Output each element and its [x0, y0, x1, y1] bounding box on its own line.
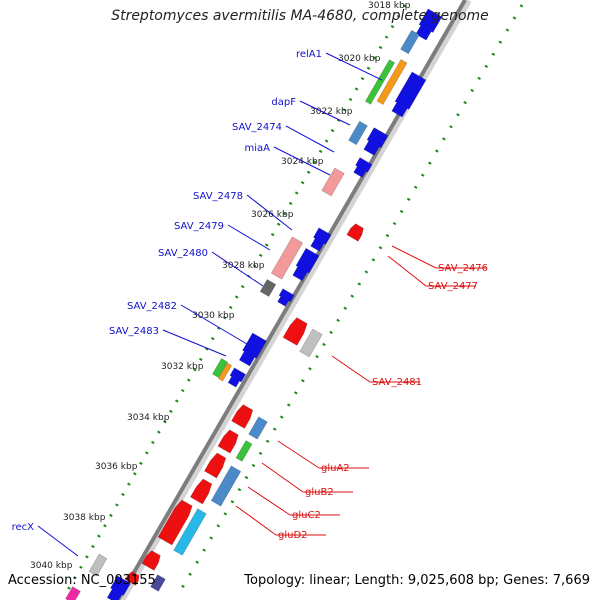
ruler-tick-label: 3024 kbp [281, 157, 324, 167]
gene-feature-indigo [150, 574, 166, 592]
label-leader-line [37, 525, 79, 557]
label-leader-line [277, 440, 320, 469]
label-leader-line [299, 100, 351, 126]
reverse-gene-arrow [217, 429, 239, 454]
ruler-tick-label: 3032 kbp [161, 362, 204, 372]
gene-label-reverse: SAV_2477 [428, 281, 478, 292]
label-leader-line [261, 462, 304, 493]
label-leader-line [331, 355, 371, 383]
label-leader-lines [37, 52, 486, 557]
reverse-gene-arrow [157, 499, 193, 546]
gene-feature-cyan [173, 508, 207, 556]
gene-label-forward: recX [12, 522, 35, 533]
ruler-tick-label: 3036 kbp [95, 462, 138, 472]
gene-feature-magenta [65, 586, 81, 600]
gene-features [65, 8, 443, 600]
gene-label-forward: SAV_2474 [232, 122, 282, 133]
gene-feature-grey [299, 328, 323, 358]
label-leader-line [285, 125, 335, 153]
feature-green [364, 59, 396, 105]
forward-gene-arrow [292, 247, 320, 282]
gene-label-reverse: SAV_2476 [438, 263, 488, 274]
ruler-tick-label: 3040 kbp [30, 561, 73, 571]
tick-track-left [63, 4, 407, 596]
label-leader-line [162, 329, 227, 357]
reverse-gene-arrow [204, 452, 227, 479]
forward-gene-arrow [310, 227, 332, 252]
pseudogene-feature [321, 167, 345, 197]
forward-gene-arrow [238, 332, 267, 367]
gene-feature-blue [248, 416, 268, 440]
gene-label-forward: SAV_2483 [109, 326, 159, 337]
label-leader-line [273, 146, 331, 176]
reverse-gene-arrow [231, 404, 254, 429]
forward-gene-arrow [391, 71, 427, 118]
label-leader-line [211, 251, 264, 287]
gene-feature-blue [210, 465, 242, 507]
feature-orange [217, 362, 233, 382]
rrna-feature [400, 29, 420, 55]
forward-gene-arrow [415, 8, 443, 41]
reverse-gene-arrow [190, 478, 213, 505]
gene-label-forward: SAV_2479 [174, 221, 224, 232]
gene-label-reverse: gluB2 [305, 487, 334, 498]
reverse-gene-arrow [141, 550, 161, 571]
gene-label-reverse: gluC2 [292, 510, 321, 521]
gene-feature-grey [88, 553, 108, 577]
gene-label-forward: miaA [245, 143, 271, 154]
label-leader-line [387, 255, 427, 287]
label-leader-line [180, 304, 253, 348]
gene-feature-grey [259, 279, 277, 297]
tick-track-right [176, 4, 524, 596]
gene-label-forward: SAV_2482 [127, 301, 177, 312]
gene-label-forward: SAV_2480 [158, 248, 208, 259]
forward-gene-arrow [227, 367, 247, 388]
label-leader-line [246, 194, 293, 231]
reverse-gene-arrow [346, 223, 364, 242]
label-leader-line [325, 52, 383, 81]
map-title: Streptomyces avermitilis MA-4680, comple… [111, 8, 489, 24]
gene-label-reverse: gluA2 [321, 463, 350, 474]
accession-text: Accession: NC_003155 [8, 573, 156, 588]
pseudogene-feature [270, 236, 304, 280]
feature-green [212, 358, 228, 378]
gene-label-reverse: SAV_2481 [372, 377, 422, 388]
forward-gene-arrow [363, 127, 389, 156]
ruler-tick-label: 3030 kbp [192, 311, 235, 321]
forward-gene-arrow [106, 575, 131, 600]
gene-label-forward: SAV_2478 [193, 191, 243, 202]
genome-summary-text: Topology: linear; Length: 9,025,608 bp; … [244, 573, 590, 588]
ruler-tick-label: 3038 kbp [63, 513, 106, 523]
ruler-tick-label: 3028 kbp [222, 261, 265, 271]
reverse-gene-arrow [282, 317, 308, 346]
forward-gene-arrow [353, 157, 373, 178]
gene-label-forward: dapF [271, 97, 296, 108]
ruler-tick-label: 3018 kbp [368, 1, 411, 11]
gene-label-forward: relA1 [296, 49, 322, 60]
feature-green [235, 440, 253, 462]
label-leader-line [235, 505, 277, 536]
feature-orange [376, 59, 408, 105]
ruler-tick-label: 3020 kbp [338, 54, 381, 64]
gene-label-reverse: gluD2 [278, 530, 308, 541]
label-leader-line [227, 224, 271, 251]
label-leader-line [391, 245, 437, 269]
forward-gene-arrow [277, 288, 295, 307]
gene-feature-blue [348, 120, 368, 146]
reverse-gene-arrow [124, 571, 140, 586]
label-leader-line [247, 486, 291, 516]
ruler-tick-label: 3022 kbp [310, 107, 353, 117]
ruler-tick-label: 3034 kbp [127, 413, 170, 423]
gene-labels: relA1 dapF SAV_2474 miaA SAV_2478 SAV_2479 SAV… [12, 49, 488, 541]
